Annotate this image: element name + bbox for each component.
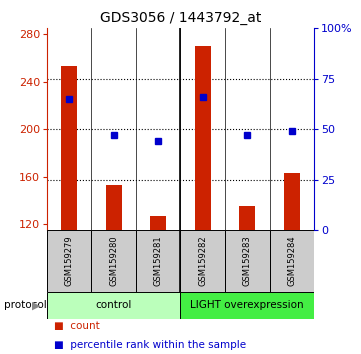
- Text: protocol: protocol: [4, 300, 46, 310]
- Text: control: control: [96, 300, 132, 310]
- Bar: [180, 230, 225, 292]
- Bar: [195, 46, 210, 230]
- Bar: [91, 230, 136, 292]
- Bar: [151, 216, 166, 230]
- Text: GSM159281: GSM159281: [154, 236, 163, 286]
- Bar: [225, 230, 270, 292]
- Text: GSM159282: GSM159282: [198, 236, 207, 286]
- Text: GSM159284: GSM159284: [287, 236, 296, 286]
- Text: ■  percentile rank within the sample: ■ percentile rank within the sample: [54, 341, 246, 350]
- Text: GDS3056 / 1443792_at: GDS3056 / 1443792_at: [100, 11, 261, 25]
- Bar: [47, 292, 180, 319]
- Bar: [106, 185, 122, 230]
- Bar: [180, 292, 314, 319]
- Text: ▶: ▶: [32, 300, 40, 310]
- Bar: [239, 206, 255, 230]
- Text: LIGHT overexpression: LIGHT overexpression: [191, 300, 304, 310]
- Bar: [270, 230, 314, 292]
- Bar: [61, 66, 77, 230]
- Bar: [136, 230, 180, 292]
- Text: GSM159280: GSM159280: [109, 236, 118, 286]
- Bar: [47, 230, 91, 292]
- Text: GSM159279: GSM159279: [65, 236, 74, 286]
- Bar: [284, 173, 300, 230]
- Text: GSM159283: GSM159283: [243, 236, 252, 286]
- Text: ■  count: ■ count: [54, 321, 100, 331]
